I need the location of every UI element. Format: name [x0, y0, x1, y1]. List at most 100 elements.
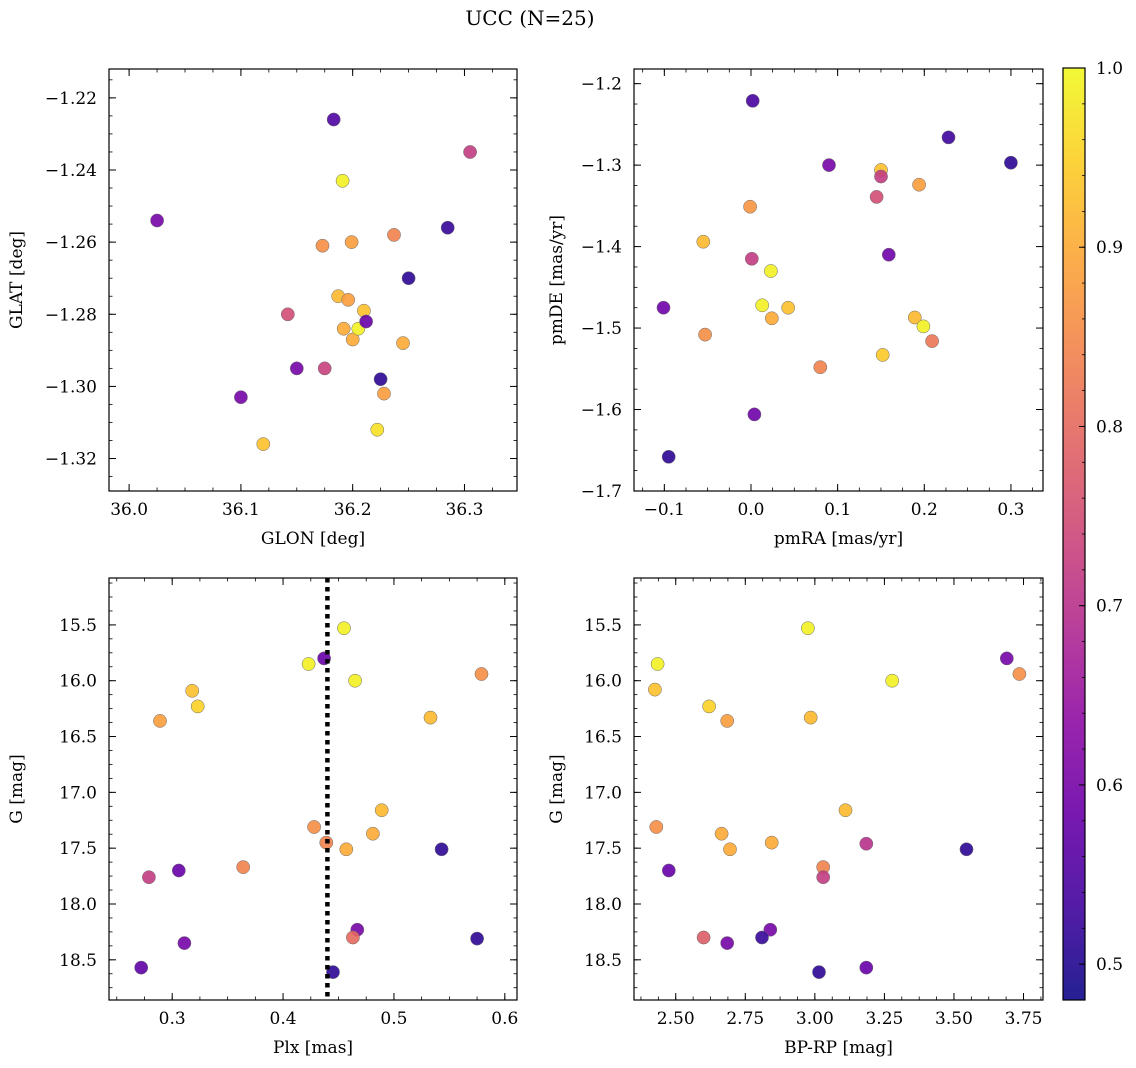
data-point [813, 360, 828, 375]
y-axis-label: pmDE [mas/yr] [547, 215, 567, 345]
data-point [190, 699, 205, 714]
subplot-4: 2.50 2.75 3.00 3.25 3.50 3.75 15.5 16.0 16.5 17.0… [547, 577, 1044, 1058]
data-point [907, 310, 922, 325]
data-point [698, 327, 712, 342]
data-point [150, 213, 164, 228]
x-tick-label: 0.0 [737, 500, 764, 520]
data-point [661, 863, 676, 878]
colorbar-bar [1062, 67, 1086, 1001]
data-point [881, 247, 896, 262]
data-point [335, 173, 350, 188]
data-point [743, 199, 757, 214]
data-point [326, 112, 341, 127]
y-tick-label: −1.24 [45, 161, 97, 181]
data-point [1004, 155, 1018, 170]
data-point [696, 234, 711, 249]
x-tick-label: 0.6 [491, 1009, 518, 1029]
data-point [256, 437, 271, 451]
data-point [720, 714, 735, 728]
data-point [401, 271, 416, 286]
data-point [702, 699, 716, 714]
x-tick-label: 3.75 [1005, 1009, 1043, 1029]
data-point [875, 348, 890, 362]
data-point [859, 836, 874, 851]
data-point [816, 870, 831, 885]
data-point [656, 300, 671, 315]
data-point [912, 177, 926, 192]
data-point [315, 238, 330, 253]
x-tick-label: 0.3 [159, 1009, 186, 1029]
x-tick-label: 36.3 [446, 500, 484, 520]
x-tick-label: 3.25 [865, 1009, 903, 1029]
y-axis-label: G [mag] [7, 754, 27, 823]
data-point [289, 361, 304, 376]
data-point [723, 842, 737, 857]
colorbar-tick-label: 1.0 [1096, 59, 1123, 79]
x-tick-label: 36.0 [110, 500, 148, 520]
data-point [317, 361, 332, 376]
colorbar-tick-label: 0.5 [1096, 955, 1123, 975]
subplot-1: 36.0 36.1 36.2 36.3 −1.32 −1.30 −1.28 −1.26 −1.2… [7, 68, 518, 549]
x-tick-label: 36.2 [334, 500, 372, 520]
x-tick-label: 0.2 [911, 500, 938, 520]
data-point [153, 714, 167, 728]
data-point [339, 842, 354, 857]
data-point [134, 960, 149, 975]
data-point [440, 220, 455, 235]
y-tick-label: −1.28 [45, 305, 97, 325]
y-tick-label: 18.5 [59, 951, 97, 971]
data-point [714, 826, 729, 841]
data-point [366, 826, 380, 841]
x-tick-label: 0.1 [824, 500, 851, 520]
data-point [803, 710, 818, 725]
x-tick-label: 0.5 [380, 1009, 407, 1029]
subplot-2: −0.1 0.0 0.1 0.2 0.3 −1.7 −1.6 −1.5 −1.4 −1.3 −1.2… [547, 68, 1044, 549]
x-axis-label: Plx [mas] [273, 1038, 353, 1058]
data-point [301, 657, 316, 671]
data-point [377, 386, 391, 401]
data-point [463, 145, 477, 159]
y-tick-label: −1.32 [45, 450, 97, 470]
x-axis-label: BP-RP [mag] [784, 1038, 893, 1058]
x-tick-label: 0.3 [997, 500, 1024, 520]
data-point [745, 93, 760, 108]
data-point [142, 870, 156, 885]
x-tick-label: 3.00 [796, 1009, 834, 1029]
axes-frame [633, 68, 1044, 492]
y-tick-label: 18.0 [59, 895, 97, 915]
x-axis-label: pmRA [mas/yr] [774, 529, 903, 549]
y-tick-label: −1.26 [45, 233, 97, 253]
data-point [650, 657, 665, 671]
data-point [859, 960, 874, 975]
subplot-3: 0.3 0.4 0.5 0.6 15.5 16.0 16.5 17.0 17.5 18.0 18.5… [7, 577, 518, 1058]
figure-title: UCC (N=25) [465, 6, 595, 30]
y-axis-label: GLAT [deg] [7, 231, 27, 329]
y-tick-label: 15.5 [59, 616, 97, 636]
y-tick-label: 16.5 [584, 728, 622, 748]
data-point [764, 311, 779, 326]
y-tick-label: −1.5 [581, 319, 622, 339]
data-point [171, 863, 186, 878]
data-point [747, 407, 762, 422]
y-tick-label: 17.0 [59, 783, 97, 803]
data-point [838, 803, 853, 818]
y-tick-label: −1.22 [45, 89, 97, 109]
data-point [916, 319, 931, 334]
y-tick-label: 17.5 [584, 839, 622, 859]
data-point [874, 169, 888, 184]
data-point [346, 930, 360, 945]
data-point [649, 820, 664, 834]
data-point [434, 842, 449, 857]
data-point [341, 292, 356, 307]
data-point [885, 673, 900, 688]
y-tick-label: 17.5 [59, 839, 97, 859]
data-point [185, 683, 200, 698]
data-point [470, 931, 484, 946]
y-tick-label: 17.0 [584, 783, 622, 803]
data-point [869, 190, 884, 204]
data-point [720, 936, 735, 950]
x-tick-label: 2.75 [726, 1009, 764, 1029]
data-point [336, 321, 351, 336]
x-tick-label: 36.1 [222, 500, 260, 520]
x-tick-label: 3.50 [935, 1009, 973, 1029]
